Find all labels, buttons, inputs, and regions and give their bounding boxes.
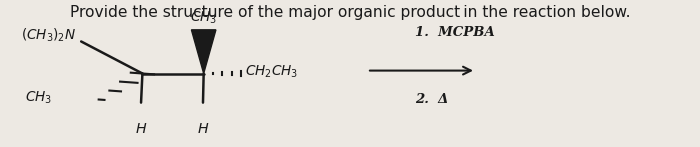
Text: $H$: $H$ [197, 122, 209, 136]
Polygon shape [191, 30, 216, 74]
Text: $CH_2CH_3$: $CH_2CH_3$ [244, 64, 298, 80]
Text: 1.  MCPBA: 1. MCPBA [414, 26, 494, 39]
Text: Provide the structure of the major organic product in the reaction below.: Provide the structure of the major organ… [70, 5, 630, 20]
Text: 2.  Δ: 2. Δ [414, 93, 448, 106]
Text: $CH_3$: $CH_3$ [25, 90, 52, 106]
Text: $(CH_3)_2N$: $(CH_3)_2N$ [21, 27, 76, 44]
Text: $CH_3$: $CH_3$ [190, 9, 217, 26]
Text: $H$: $H$ [135, 122, 147, 136]
